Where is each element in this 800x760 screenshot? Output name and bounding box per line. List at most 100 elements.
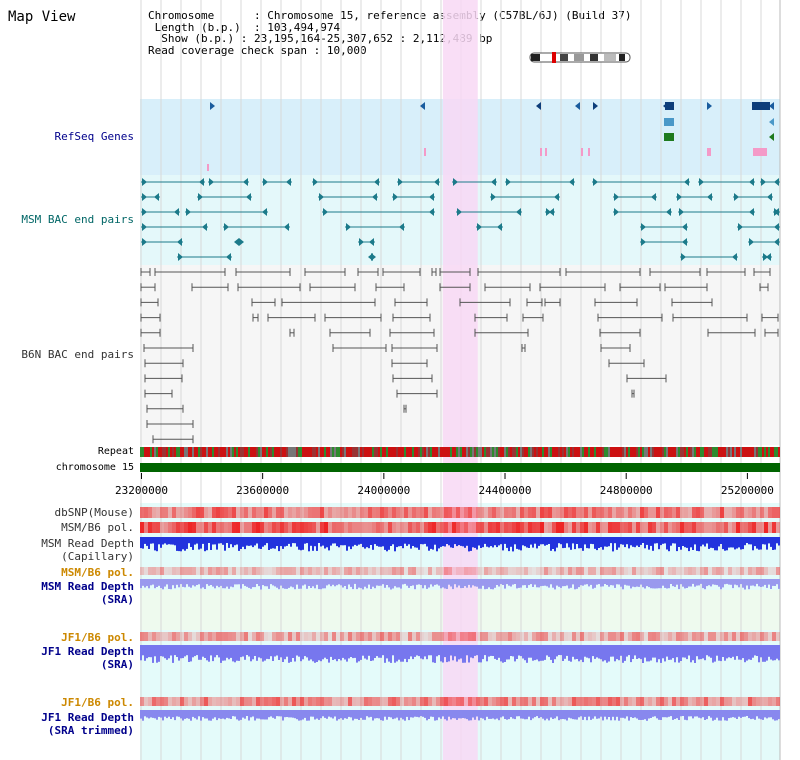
heat-cell <box>196 507 200 518</box>
repeat-segment <box>404 447 406 457</box>
depth-bar <box>508 645 510 660</box>
heat-cell <box>556 697 560 706</box>
depth-bar <box>778 645 780 661</box>
depth-bar <box>142 537 144 549</box>
depth-bar <box>560 579 562 588</box>
depth-bar <box>762 537 764 545</box>
heat-cell <box>712 697 716 706</box>
heat-cell <box>576 522 580 533</box>
gene-block <box>664 118 674 126</box>
repeat-segment <box>394 447 396 457</box>
depth-bar <box>330 710 332 718</box>
heat-cell <box>612 507 616 518</box>
depth-bar <box>218 645 220 658</box>
heat-cell <box>556 507 560 518</box>
repeat-segment <box>502 447 504 457</box>
depth-bar <box>650 645 652 661</box>
depth-bar <box>428 710 430 719</box>
depth-bar <box>720 537 722 544</box>
depth-bar <box>738 710 740 717</box>
repeat-segment <box>456 447 458 457</box>
snp-marker <box>424 148 426 156</box>
depth-bar <box>326 579 328 586</box>
heat-cell <box>452 522 456 533</box>
depth-bar <box>260 579 262 590</box>
depth-bar <box>776 645 778 659</box>
depth-bar <box>396 579 398 588</box>
repeat-segment <box>356 447 358 457</box>
repeat-segment <box>202 447 204 457</box>
depth-bar <box>412 579 414 586</box>
repeat-segment <box>282 447 284 457</box>
bac-end-arrow <box>202 223 207 231</box>
depth-bar <box>232 645 234 662</box>
b6n-bac-end-pairs[interactable] <box>140 268 779 444</box>
repeat-segment <box>428 447 430 457</box>
heat-cell <box>200 632 204 641</box>
heat-cell <box>708 632 712 641</box>
depth-bar <box>186 537 188 549</box>
depth-bar <box>192 710 194 717</box>
depth-bar <box>244 537 246 550</box>
depth-bar <box>650 579 652 589</box>
depth-bar <box>610 579 612 586</box>
depth-bar <box>222 645 224 661</box>
depth-bar <box>434 710 436 721</box>
heat-cell <box>356 632 360 641</box>
repeat-segment <box>666 447 668 457</box>
heat-cell <box>344 697 348 706</box>
depth-bar <box>304 645 306 657</box>
heat-cell <box>672 697 676 706</box>
depth-bar <box>150 579 152 586</box>
depth-bar <box>728 645 730 658</box>
heat-cell <box>312 522 316 533</box>
depth-bar <box>426 645 428 660</box>
repeat-segment <box>416 447 418 457</box>
heat-cell <box>628 632 632 641</box>
depth-bar <box>362 645 364 656</box>
heat-cell <box>252 632 256 641</box>
msm-bac-end-pairs[interactable] <box>141 178 780 261</box>
depth-bar <box>330 645 332 657</box>
depth-bar <box>278 710 280 717</box>
depth-bar <box>258 579 260 587</box>
depth-bar <box>716 645 718 656</box>
depth-bar <box>320 645 322 662</box>
depth-bar <box>364 579 366 587</box>
depth-bar <box>326 537 328 548</box>
heat-cell <box>732 697 736 706</box>
heat-cell <box>540 697 544 706</box>
depth-bar <box>514 579 516 584</box>
depth-bar <box>186 579 188 585</box>
heat-cell <box>652 507 656 518</box>
depth-bar <box>578 710 580 718</box>
repeat-segment <box>376 447 378 457</box>
repeat-segment <box>558 447 560 457</box>
heat-cell <box>772 567 776 575</box>
chromosome-ideogram[interactable] <box>529 52 631 63</box>
depth-bar <box>396 645 398 662</box>
depth-bar <box>140 645 142 661</box>
depth-bar <box>174 579 176 589</box>
depth-bar <box>356 710 358 719</box>
repeat-segment <box>174 447 176 457</box>
depth-bar <box>588 645 590 659</box>
depth-bar <box>640 645 642 660</box>
heat-cell <box>316 522 320 533</box>
depth-bar <box>744 710 746 717</box>
repeat-segment <box>278 447 280 457</box>
depth-bar <box>206 710 208 719</box>
refseq-gene-features[interactable] <box>207 102 774 171</box>
depth-bar <box>228 579 230 589</box>
depth-bar <box>522 710 524 719</box>
heat-cell <box>612 567 616 575</box>
heat-cell <box>484 697 488 706</box>
heat-cell <box>256 697 260 706</box>
depth-bar <box>304 710 306 718</box>
heat-cell <box>624 567 628 575</box>
depth-bar <box>370 710 372 717</box>
heat-cell <box>688 632 692 641</box>
depth-bar <box>458 710 460 719</box>
track-label-jf1-depth-trim: JF1 Read Depth <box>41 711 134 724</box>
